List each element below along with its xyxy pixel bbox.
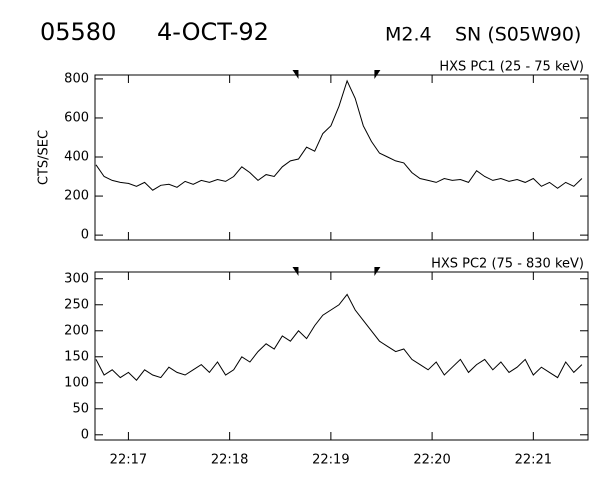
plot-frame [94,271,589,441]
y-tick-label: 250 [64,297,89,312]
x-tick-label: 22:18 [211,453,248,468]
panel-title: HXS PC1 (25 - 75 keV) [439,60,584,75]
interval-marker [374,267,381,276]
count-rate-line [95,79,583,191]
y-tick-label: 0 [81,228,89,243]
event-date: 4-OCT-92 [157,18,269,46]
event-number: 05580 [40,18,116,46]
y-tick-label: 600 [64,110,89,125]
panel-title: HXS PC2 (75 - 830 keV) [431,257,584,272]
y-tick-label: 300 [64,271,89,286]
x-tick-label: 22:20 [413,453,450,468]
x-tick-label: 22:17 [110,453,147,468]
interval-marker [292,70,299,79]
y-tick-label: 400 [64,150,89,165]
y-axis-label: CTS/SEC [37,130,52,185]
y-tick-label: 800 [64,71,89,86]
count-rate-line [95,293,583,381]
flare-location: SN (S05W90) [455,24,581,46]
flare-class: M2.4 [385,24,432,46]
y-tick-label: 150 [64,349,89,364]
y-tick-label: 200 [64,189,89,204]
x-tick-label: 22:19 [312,453,349,468]
interval-marker [292,267,299,276]
y-tick-label: 100 [64,375,89,390]
y-tick-label: 0 [81,427,89,442]
interval-marker [374,70,381,79]
y-tick-label: 50 [72,401,89,416]
y-tick-label: 200 [64,323,89,338]
x-tick-label: 22:21 [515,453,552,468]
